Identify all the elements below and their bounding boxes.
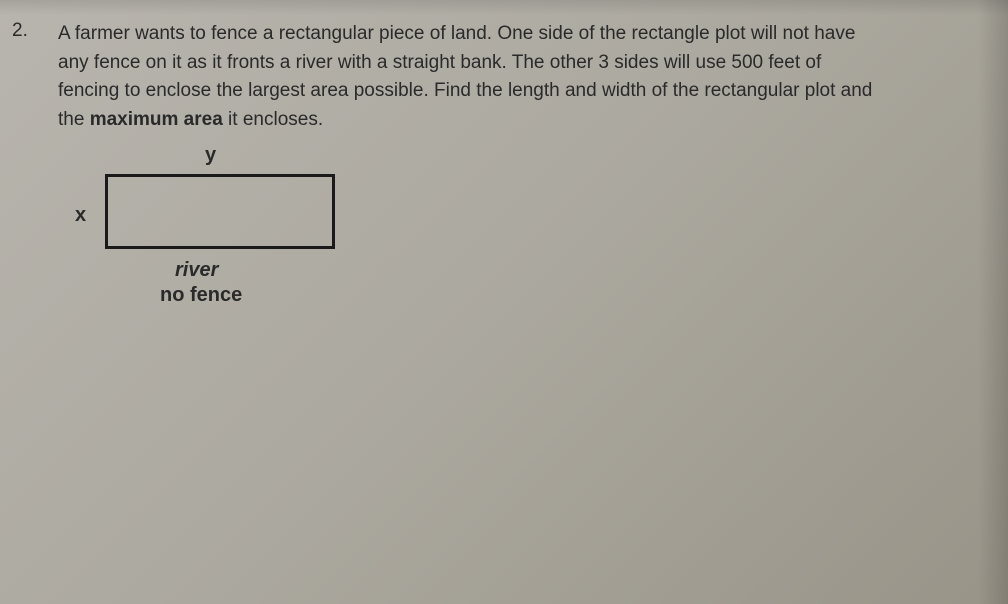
paper-shadow-right [978,0,1008,604]
no-fence-label: no fence [160,284,242,307]
problem-line-4-bold: maximum area [90,109,223,130]
fence-rectangle [105,174,335,249]
problem-line-4-prefix: the [58,109,90,130]
problem-line-2: any fence on it as it fronts a river wit… [58,52,821,73]
x-axis-label: x [75,204,86,227]
problem-line-3: fencing to enclose the largest area poss… [58,80,872,101]
problem-number: 2. [12,20,28,42]
problem-line-4-suffix: it encloses. [223,109,323,130]
paper-shadow-top [0,0,1008,15]
y-axis-label: y [205,144,216,167]
river-label: river [175,259,218,282]
problem-text: A farmer wants to fence a rectangular pi… [58,20,968,134]
diagram-container: y x river no fence [90,149,370,329]
problem-line-1: A farmer wants to fence a rectangular pi… [58,23,855,44]
